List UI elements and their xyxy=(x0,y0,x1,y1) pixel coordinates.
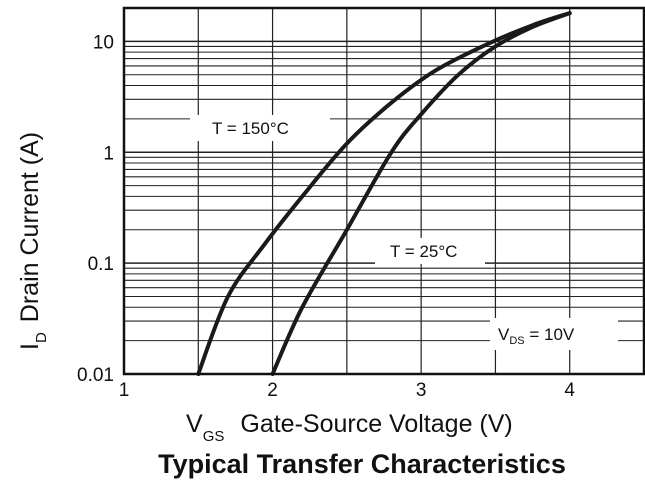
x-tick-label: 2 xyxy=(267,380,278,401)
vds-sub: DS xyxy=(509,335,524,347)
vds-main: V xyxy=(498,325,510,344)
y-tick-label: 1 xyxy=(103,143,114,164)
series-line-25c xyxy=(270,11,572,376)
label-t150: T = 150°C xyxy=(212,119,289,138)
y-tick-label: 0.1 xyxy=(88,254,114,275)
label-bg-25 xyxy=(375,238,485,264)
x-axis-text: Gate-Source Voltage (V) xyxy=(240,410,512,438)
grid xyxy=(124,8,644,374)
y-axis-text: Drain Current (A) xyxy=(16,132,44,322)
plot-frame xyxy=(122,6,645,376)
y-axis-label: ID Drain Current (A) xyxy=(16,132,50,350)
x-axis-sub: GS xyxy=(203,428,225,445)
tick-labels: 1 2 3 4 0.01 0.1 1 10 xyxy=(77,32,575,401)
x-tick-label: 1 xyxy=(119,380,130,401)
chart-title: Typical Transfer Characteristics xyxy=(158,449,566,479)
y-axis-main: I xyxy=(16,343,44,350)
x-tick-label: 3 xyxy=(416,380,427,401)
series-line-150c xyxy=(196,11,572,376)
x-tick-label: 4 xyxy=(564,380,575,401)
y-tick-label: 10 xyxy=(93,32,114,53)
vds-value: = 10V xyxy=(525,325,575,344)
y-axis-sub: D xyxy=(33,332,50,343)
label-bg-150 xyxy=(190,115,330,141)
y-tick-label: 0.01 xyxy=(77,365,114,386)
label-bg-vds xyxy=(490,318,618,350)
label-vds: VDS = 10V xyxy=(498,325,575,347)
x-axis-main: V xyxy=(186,410,203,438)
x-axis-label: VGS Gate-Source Voltage (V) xyxy=(186,410,513,445)
curves xyxy=(196,11,572,376)
label-t25: T = 25°C xyxy=(390,242,457,261)
